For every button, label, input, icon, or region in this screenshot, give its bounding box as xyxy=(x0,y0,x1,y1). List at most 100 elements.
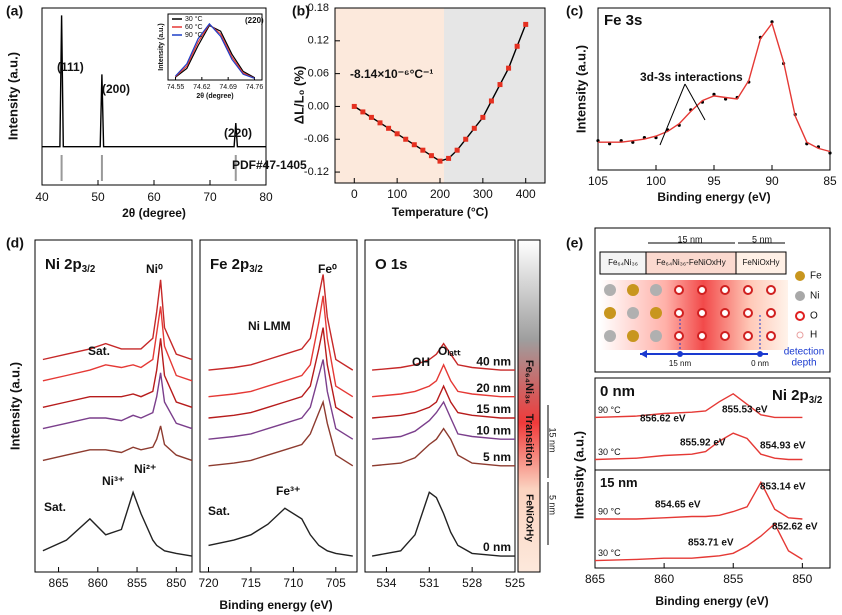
y-axis-label: Intensity (a.u.) xyxy=(7,362,22,450)
y-axis-label: Intensity (a.u.) xyxy=(571,431,586,519)
series-label: 5 nm xyxy=(483,450,511,464)
x-tick-label: 100 xyxy=(387,187,407,201)
legend-atom xyxy=(796,331,804,339)
atom xyxy=(650,330,662,342)
annotation: Ni²⁺ xyxy=(134,462,156,476)
y-axis-label: Intensity (a.u.) xyxy=(5,52,20,140)
series-line xyxy=(208,359,354,440)
depth-point xyxy=(677,351,683,357)
chart-title: (220) xyxy=(245,16,264,25)
annotation: (220) xyxy=(224,126,252,140)
x-tick-label: 860 xyxy=(654,572,674,586)
chart-title: Fe 2p3/2 xyxy=(210,256,263,275)
series-label: 90 °C xyxy=(598,405,621,415)
legend-atom xyxy=(795,271,805,281)
panel-label: (a) xyxy=(6,3,23,19)
annotation: (200) xyxy=(102,82,130,96)
marker xyxy=(506,65,512,71)
x-tick-label: 850 xyxy=(792,572,812,586)
x-tick-label: 60 xyxy=(147,190,161,204)
panel-label: (d) xyxy=(6,235,24,251)
series-line xyxy=(594,432,803,461)
x-axis-label: Binding energy (eV) xyxy=(657,190,770,204)
x-tick-label: 528 xyxy=(462,576,482,590)
panel-label: (c) xyxy=(566,3,583,19)
x-tick-label: 80 xyxy=(259,190,273,204)
panel: 105 100 95 90 85 Binding energy (eV) Intensity… xyxy=(573,7,837,204)
annotation: PDF#47-1405 xyxy=(232,158,307,172)
title-text: O 1s xyxy=(375,256,408,273)
atom xyxy=(627,284,639,296)
x-tick-label: 865 xyxy=(585,572,605,586)
annotation: Fe⁰ xyxy=(318,262,337,276)
series-line xyxy=(42,15,266,148)
series-label: 15 nm xyxy=(476,402,511,416)
series-line xyxy=(372,427,515,467)
series-line xyxy=(42,306,193,382)
atom xyxy=(604,330,616,342)
series-label: 30 °C xyxy=(598,447,621,457)
depth-arrowhead xyxy=(640,350,647,358)
atom xyxy=(743,285,753,295)
annotation: 853.71 eV xyxy=(688,538,734,549)
series-label: 0 nm xyxy=(483,540,511,554)
series-line xyxy=(598,21,831,153)
series-line xyxy=(372,400,515,440)
x-tick-label: 70 xyxy=(203,190,217,204)
annotation-arrow xyxy=(659,83,686,146)
marker xyxy=(368,114,374,120)
legend-atom xyxy=(795,291,805,301)
title-subscript: 3/2 xyxy=(82,264,96,275)
depth-point xyxy=(757,351,763,357)
marker xyxy=(488,98,494,104)
depth-bar: Fe₆₄Ni₃₆ Transition FeNiOxHy 15 nm 5 nm xyxy=(517,239,558,573)
depth-region: Fe₆₄Ni₃₆ xyxy=(523,360,535,404)
panel-label: (b) xyxy=(292,3,310,19)
region-label: FeNiOxHy xyxy=(743,258,780,267)
chart-title: 0 nm xyxy=(600,383,635,400)
x-tick-label: 850 xyxy=(166,576,186,590)
y-axis-label: Intensity (a.u.) xyxy=(573,45,588,133)
atom xyxy=(627,307,639,319)
x-axis-label: Temperature (°C) xyxy=(392,205,489,219)
chart-title: O 1s xyxy=(375,256,408,273)
marker xyxy=(828,151,832,155)
schematic: 15 nm 5 nm Fe₆₄Ni₃₆ Fe₆₄Ni₃₆-FeNiOxHy Fe… xyxy=(594,227,831,373)
marker xyxy=(596,139,600,143)
chart-title: Ni 2p3/2 xyxy=(45,256,96,275)
title-text: Ni 2p xyxy=(45,256,82,273)
x-tick-label: 200 xyxy=(430,187,450,201)
panel: 865 860 855 850 Intensity (a.u.) Ni 2p3/2 Sat.… xyxy=(7,239,193,590)
panel-label: (e) xyxy=(566,235,583,251)
annotation: 852.62 eV xyxy=(772,522,818,533)
x-axis-label: Binding energy (eV) xyxy=(219,598,332,612)
x-tick-label: 860 xyxy=(88,576,108,590)
plot-frame xyxy=(597,7,831,171)
series-line xyxy=(42,490,193,557)
annotation: Sat. xyxy=(44,500,66,514)
marker xyxy=(411,142,417,148)
depth-width: 15 nm xyxy=(548,427,558,452)
x-tick-label: 85 xyxy=(823,174,837,188)
panel: 40 50 60 70 80 2θ (degree) Intensity (a.u.) (11… xyxy=(5,7,307,220)
panel: 865 860 855 850 Binding energy (eV) 15 nm 90 °… xyxy=(585,469,831,608)
legend-label: 30 °C xyxy=(185,15,203,23)
marker xyxy=(608,142,612,146)
region-label: Fe₆₄Ni₃₆-FeNiOxHy xyxy=(656,258,725,267)
annotation: (111) xyxy=(57,60,84,74)
series-label: 20 nm xyxy=(476,381,511,395)
marker xyxy=(463,136,469,142)
region-shade xyxy=(335,8,444,183)
y-tick-label: 0.00 xyxy=(308,100,329,112)
legend-label: Fe xyxy=(810,271,822,282)
series-line xyxy=(208,507,353,557)
panel: 0 100 200 300 400 -0.12 -0.06 0.00 0.06 0.12 0.18 T… xyxy=(291,2,546,219)
y-axis-label: ΔL/L₀ (%) xyxy=(291,66,306,125)
panel: Intensity (a.u.) 0 nm Ni 2p3/2 90 °C 30 °C 85… xyxy=(571,377,831,519)
atom xyxy=(720,308,730,318)
legend-atom xyxy=(795,311,805,321)
series-line xyxy=(42,338,193,408)
annotation: 3d-3s interactions xyxy=(640,70,743,84)
marker xyxy=(428,153,434,159)
